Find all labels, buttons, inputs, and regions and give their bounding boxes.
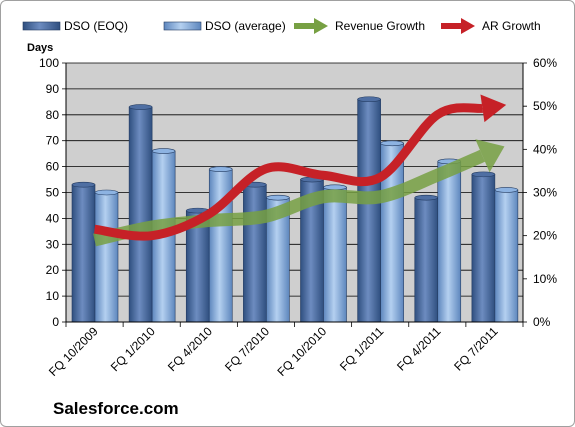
y2-tick-label: 10%: [533, 272, 557, 286]
y2-tick-label: 30%: [533, 186, 557, 200]
bar: [94, 192, 119, 323]
source-watermark: Salesforce.com: [53, 399, 179, 418]
legend-label: DSO (EOQ): [64, 19, 128, 33]
y-tick-label: 40: [46, 211, 60, 225]
plot-area: [66, 62, 523, 323]
bar-top: [357, 96, 381, 103]
bar: [323, 187, 347, 323]
bar-top: [151, 148, 176, 154]
bar: [243, 184, 267, 323]
y-tick-label: 30: [46, 237, 60, 251]
legend-swatch: [294, 23, 316, 29]
y-tick-label: 80: [46, 108, 60, 122]
trend-line: [93, 149, 486, 247]
bar: [471, 174, 496, 323]
legend-arrowhead: [461, 18, 475, 34]
legend-label: DSO (average): [205, 19, 286, 33]
legend-arrowhead: [314, 18, 328, 34]
bar-top: [414, 194, 439, 201]
legend-swatch: [163, 21, 202, 31]
x-axis: FQ 10/2009 FQ 1/2010 FQ 4/2010 FQ 7/2010 FQ …: [46, 321, 524, 379]
bar-top: [471, 171, 496, 178]
y-axis-title: Days: [27, 42, 53, 54]
bar-top: [494, 187, 519, 193]
x-tick-label: FQ 4/2010: [165, 324, 215, 374]
y2-tick-label: 0%: [533, 315, 551, 329]
x-tick-label: FQ 1/2011: [337, 324, 387, 374]
legend-label: Revenue Growth: [335, 19, 425, 33]
y-axis-left: 0 10 20 30 40 50 60 70 80 90 100: [39, 56, 67, 329]
y2-tick-label: 40%: [533, 142, 557, 156]
bar-top: [208, 166, 233, 172]
y-tick-label: 60: [46, 160, 60, 174]
x-tick-label: FQ 7/2011: [451, 324, 501, 374]
bar-top: [266, 194, 290, 201]
x-tick-label: FQ 7/2010: [222, 324, 272, 374]
bar: [414, 197, 439, 323]
y2-tick-label: 20%: [533, 229, 557, 243]
x-tick-label: FQ 4/2011: [394, 324, 444, 374]
x-tick-label: FQ 10/2010: [274, 324, 329, 379]
y-tick-label: 10: [46, 289, 60, 303]
trend-line: [93, 103, 484, 241]
bar: [128, 106, 153, 323]
bar: [357, 98, 381, 323]
legend-label: AR Growth: [482, 19, 541, 33]
y-tick-label: 20: [46, 263, 60, 277]
y-axis-right: 0% 10% 20% 30% 40% 50% 60%: [522, 56, 557, 329]
y-tick-label: 0: [52, 315, 59, 329]
bar-top: [94, 189, 119, 196]
bar: [71, 184, 96, 323]
y2-tick-label: 50%: [533, 99, 557, 113]
y2-tick-label: 60%: [533, 56, 557, 70]
y-tick-label: 100: [39, 56, 59, 70]
x-tick-label: FQ 10/2009: [46, 324, 101, 379]
y-tick-label: 90: [46, 82, 60, 96]
chart-legend: DSO (EOQ) DSO (average) Revenue Growth AR G…: [22, 18, 541, 34]
bar: [494, 189, 519, 323]
bar: [437, 161, 462, 323]
x-tick-label: FQ 1/2010: [108, 324, 158, 374]
bar-top: [71, 181, 96, 188]
legend-swatch: [22, 21, 61, 31]
trend-arrowhead: [480, 94, 507, 123]
y-tick-label: 50: [46, 186, 60, 200]
trend-arrowhead: [475, 139, 505, 173]
y-tick-label: 70: [46, 134, 60, 148]
bar-top: [128, 104, 153, 110]
bar-top: [323, 184, 347, 191]
legend-swatch: [441, 23, 463, 29]
bar-top: [380, 140, 404, 147]
